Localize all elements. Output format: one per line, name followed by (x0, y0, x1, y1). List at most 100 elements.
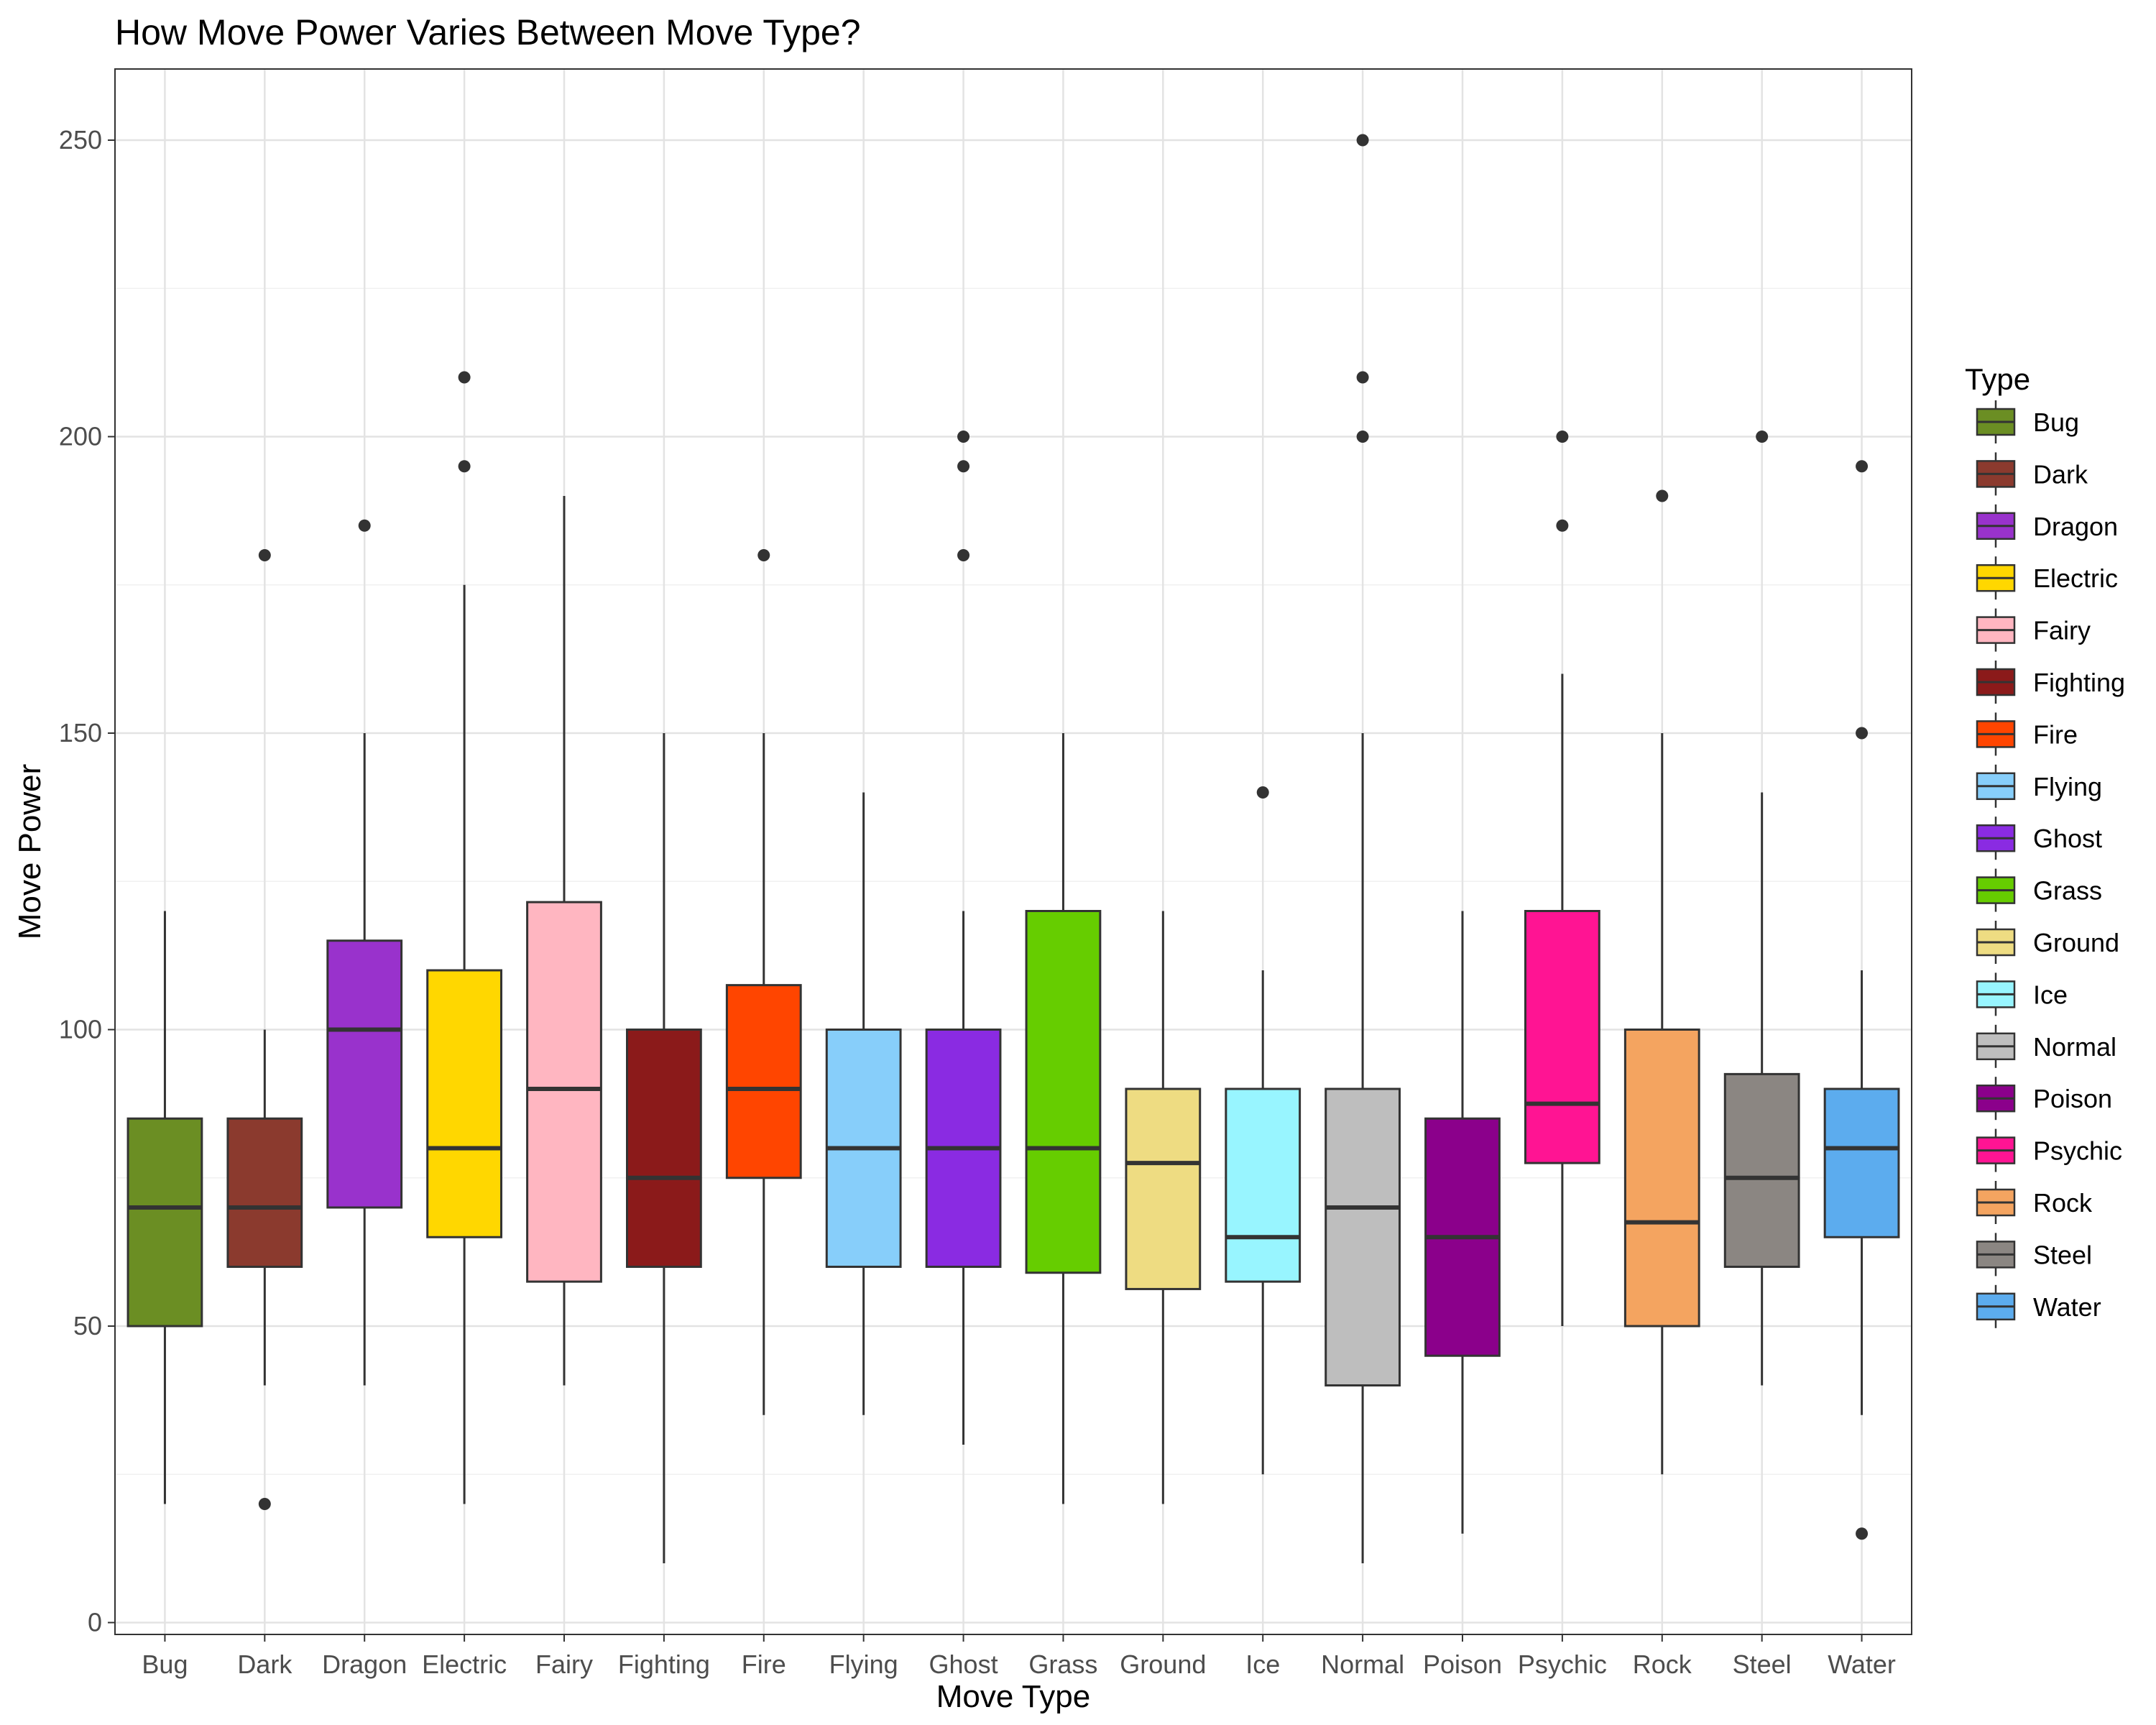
box-psychic (1524, 431, 1600, 1326)
outlier-point (458, 460, 471, 473)
legend-item-psychic: Psychic (1976, 1128, 2122, 1172)
box-ghost (925, 431, 1002, 1445)
outlier-point (1756, 431, 1769, 443)
box-iqr (126, 1117, 203, 1328)
box-iqr (1623, 1029, 1700, 1328)
chart-title: How Move Power Varies Between Move Type? (115, 12, 861, 52)
legend-label: Fire (2033, 719, 2078, 749)
legend-label: Normal (2033, 1032, 2116, 1062)
legend-item-water: Water (1976, 1284, 2101, 1328)
outlier-point (1556, 519, 1569, 532)
x-tick-label: Ice (1245, 1650, 1280, 1679)
legend-label: Rock (2033, 1188, 2093, 1218)
outlier-point (1356, 431, 1369, 443)
box-iqr (1225, 1087, 1302, 1283)
outlier-point (1556, 431, 1569, 443)
outlier-point (1856, 1527, 1869, 1540)
x-tick-label: Psychic (1518, 1650, 1607, 1679)
axes: 0 50 100 150 200 250 Bug Dark Dragon Electric Fair… (59, 125, 1896, 1679)
y-tick-label: 0 (88, 1608, 102, 1637)
legend-label: Grass (2033, 876, 2102, 906)
x-tick-label: Fire (742, 1650, 786, 1679)
legend-item-poison: Poison (1976, 1077, 2112, 1121)
legend-item-rock: Rock (1976, 1181, 2093, 1224)
box-fire (725, 549, 802, 1415)
box-water (1823, 460, 1900, 1540)
box-iqr (1524, 910, 1600, 1164)
y-tick-label: 200 (59, 422, 102, 451)
y-tick-label: 250 (59, 125, 102, 155)
plot-panel (115, 69, 1912, 1634)
legend-item-normal: Normal (1976, 1024, 2116, 1068)
legend-label: Flying (2033, 772, 2102, 801)
x-tick-label: Fighting (618, 1650, 710, 1679)
y-axis-title: Move Power (12, 764, 47, 940)
box-iqr (526, 901, 602, 1283)
outlier-point (957, 431, 970, 443)
box-iqr (725, 984, 802, 1179)
legend-label: Ghost (2033, 824, 2102, 853)
legend-label: Dragon (2033, 512, 2118, 541)
legend-label: Ground (2033, 928, 2119, 957)
x-tick-label: Dragon (322, 1650, 407, 1679)
legend-title: Type (1965, 362, 2030, 396)
box-ice (1225, 786, 1302, 1475)
legend-item-dark: Dark (1976, 452, 2088, 496)
box-ground (1125, 911, 1202, 1504)
box-normal (1325, 134, 1401, 1563)
y-tick-label: 150 (59, 718, 102, 748)
box-rock (1623, 489, 1700, 1475)
legend-label: Psychic (2033, 1136, 2122, 1166)
box-iqr (1823, 1087, 1900, 1238)
y-tick-label: 100 (59, 1015, 102, 1044)
outlier-point (1356, 134, 1369, 147)
x-tick-label: Electric (422, 1650, 507, 1679)
box-flying (825, 792, 902, 1415)
legend-item-dragon: Dragon (1976, 504, 2118, 548)
x-tick-label: Dark (237, 1650, 292, 1679)
legend-label: Bug (2033, 408, 2079, 437)
x-tick-label: Fairy (535, 1650, 593, 1679)
plot-panel-border (114, 68, 1912, 1635)
box-fighting (626, 733, 702, 1563)
x-tick-label: Grass (1028, 1650, 1097, 1679)
legend-item-grass: Grass (1976, 868, 2102, 912)
outlier-point (957, 460, 970, 473)
x-tick-label: Ground (1120, 1650, 1206, 1679)
outlier-point (1656, 489, 1669, 502)
box-electric (426, 371, 503, 1504)
boxes (126, 134, 1900, 1563)
outlier-point (258, 1498, 271, 1510)
x-tick-label: Ghost (929, 1650, 998, 1679)
box-iqr (426, 969, 503, 1238)
x-tick-label: Steel (1733, 1650, 1792, 1679)
box-iqr (326, 939, 403, 1209)
box-bug (126, 911, 203, 1504)
y-tick-label: 50 (73, 1311, 102, 1340)
x-tick-label: Flying (829, 1650, 898, 1679)
box-iqr (1723, 1072, 1800, 1268)
box-steel (1723, 431, 1800, 1386)
legend-label: Water (2033, 1292, 2101, 1322)
outlier-point (458, 371, 471, 384)
box-iqr (1025, 910, 1102, 1274)
legend-item-ice: Ice (1976, 972, 2068, 1016)
x-tick-label: Rock (1633, 1650, 1692, 1679)
legend-item-electric: Electric (1976, 556, 2118, 600)
outlier-point (1256, 786, 1269, 799)
box-fairy (526, 496, 602, 1386)
grid (115, 69, 1912, 1634)
legend-item-fighting: Fighting (1976, 661, 2125, 704)
legend-item-steel: Steel (1976, 1233, 2092, 1276)
outlier-point (957, 549, 970, 561)
x-tick-label: Poison (1423, 1650, 1502, 1679)
outlier-point (1856, 727, 1869, 740)
box-dark (226, 549, 303, 1510)
outlier-point (1356, 371, 1369, 384)
legend-label: Fairy (2033, 616, 2091, 645)
box-poison (1424, 911, 1501, 1534)
box-iqr (1125, 1087, 1202, 1290)
legend-item-flying: Flying (1976, 764, 2102, 808)
outlier-point (757, 549, 770, 561)
